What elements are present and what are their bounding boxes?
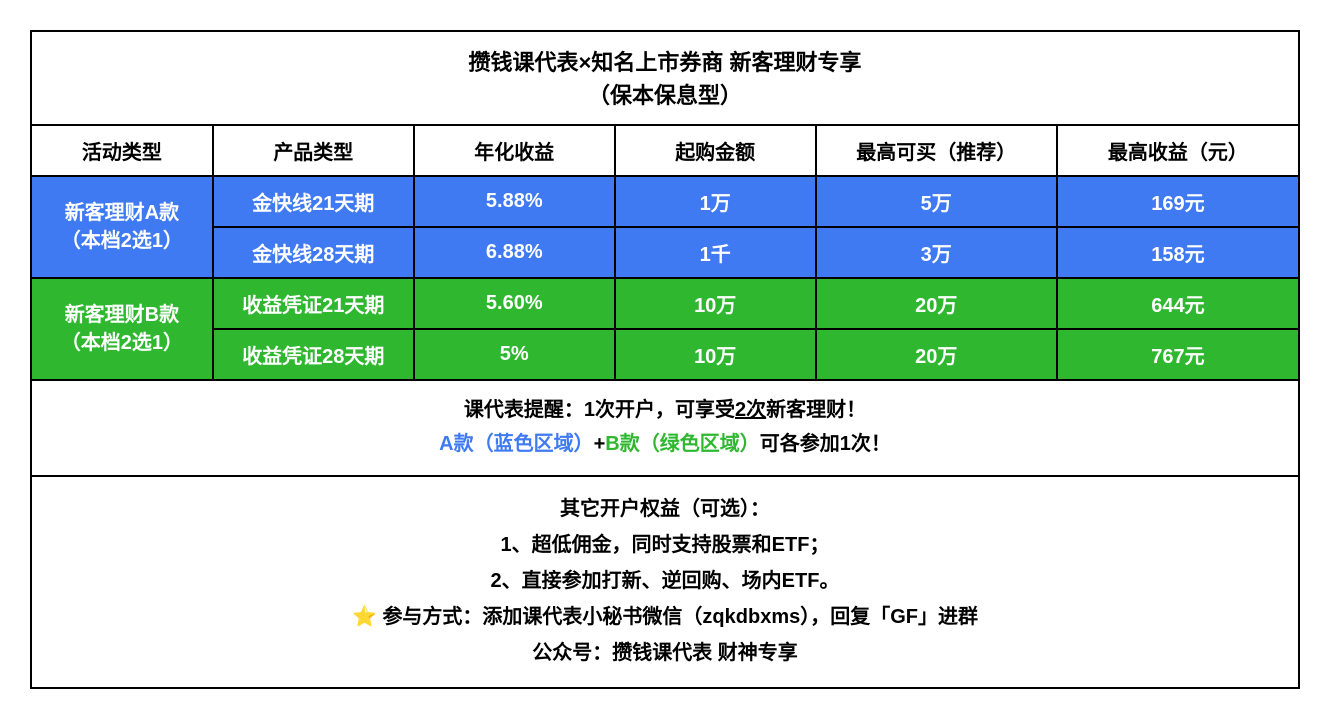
cell-min: 10万 [615,329,816,380]
col-yield: 年化收益 [414,126,615,176]
cell-max: 20万 [816,329,1057,380]
table-row: 新客理财B款 （本档2选1） 收益凭证21天期 5.60% 10万 20万 64… [32,278,1298,329]
cell-min: 10万 [615,278,816,329]
cell-profit: 644元 [1057,278,1298,329]
col-max-amount: 最高可买（推荐） [816,126,1057,176]
col-activity-type: 活动类型 [32,126,213,176]
reminder-line-1: 课代表提醒：1次开户，可享受2次新客理财！ [32,393,1298,427]
group-b-label-l1: 新客理财B款 [36,301,208,329]
reminder-note: 课代表提醒：1次开户，可享受2次新客理财！ A款（蓝色区域）+B款（绿色区域）可… [32,381,1298,477]
cell-profit: 169元 [1057,176,1298,227]
cell-profit: 158元 [1057,227,1298,278]
title-line-2: （保本保息型） [32,79,1298,112]
footer-line-4: ⭐ 参与方式：添加课代表小秘书微信（zqkdbxms），回复「GF」进群 [32,599,1298,635]
footer-line-2: 1、超低佣金，同时支持股票和ETF； [32,527,1298,563]
cell-max: 20万 [816,278,1057,329]
footer-line-5: 公众号：攒钱课代表 财神专享 [32,635,1298,671]
cell-product: 收益凭证21天期 [213,278,414,329]
cell-min: 1万 [615,176,816,227]
footer-line-3: 2、直接参加打新、逆回购、场内ETF。 [32,563,1298,599]
group-a-label-l2: （本档2选1） [36,227,208,255]
cell-max: 5万 [816,176,1057,227]
table-row: 金快线28天期 6.88% 1千 3万 158元 [32,227,1298,278]
cell-yield: 5.88% [414,176,615,227]
cell-product: 金快线21天期 [213,176,414,227]
group-b-label: 新客理财B款 （本档2选1） [32,278,213,380]
reminder-line-2: A款（蓝色区域）+B款（绿色区域）可各参加1次！ [32,427,1298,461]
cell-product: 收益凭证28天期 [213,329,414,380]
footer-benefits: 其它开户权益（可选）： 1、超低佣金，同时支持股票和ETF； 2、直接参加打新、… [32,477,1298,687]
table-title: 攒钱课代表×知名上市券商 新客理财专享 （保本保息型） [32,32,1298,126]
col-min-amount: 起购金额 [615,126,816,176]
reminder-post: 新客理财！ [766,399,866,421]
group-a-label: 新客理财A款 （本档2选1） [32,176,213,278]
table-row: 收益凭证28天期 5% 10万 20万 767元 [32,329,1298,380]
product-table: 攒钱课代表×知名上市券商 新客理财专享 （保本保息型） 活动类型 产品类型 年化… [30,30,1300,689]
group-b-label-l2: （本档2选1） [36,329,208,357]
cell-profit: 767元 [1057,329,1298,380]
cell-max: 3万 [816,227,1057,278]
star-icon: ⭐ [352,606,377,628]
footer-line-4-text: 参与方式：添加课代表小秘书微信（zqkdbxms），回复「GF」进群 [382,606,978,628]
group-a-label-l1: 新客理财A款 [36,199,208,227]
reminder-plus: + [594,433,606,455]
cell-min: 1千 [615,227,816,278]
col-product-type: 产品类型 [213,126,414,176]
data-grid: 活动类型 产品类型 年化收益 起购金额 最高可买（推荐） 最高收益（元） 新客理… [32,126,1298,381]
cell-product: 金快线28天期 [213,227,414,278]
title-line-1: 攒钱课代表×知名上市券商 新客理财专享 [32,46,1298,79]
table-row: 新客理财A款 （本档2选1） 金快线21天期 5.88% 1万 5万 169元 [32,176,1298,227]
cell-yield: 5.60% [414,278,615,329]
table-header-row: 活动类型 产品类型 年化收益 起购金额 最高可买（推荐） 最高收益（元） [32,126,1298,176]
reminder-a-blue: A款（蓝色区域） [439,433,593,455]
col-max-profit: 最高收益（元） [1057,126,1298,176]
reminder-pre: 课代表提醒：1次开户，可享受 [464,399,735,421]
reminder-tail: 可各参加1次！ [760,433,891,455]
cell-yield: 5% [414,329,615,380]
reminder-underlined: 2次 [735,399,766,421]
footer-line-1: 其它开户权益（可选）： [32,491,1298,527]
cell-yield: 6.88% [414,227,615,278]
reminder-b-green: B款（绿色区域） [605,433,759,455]
